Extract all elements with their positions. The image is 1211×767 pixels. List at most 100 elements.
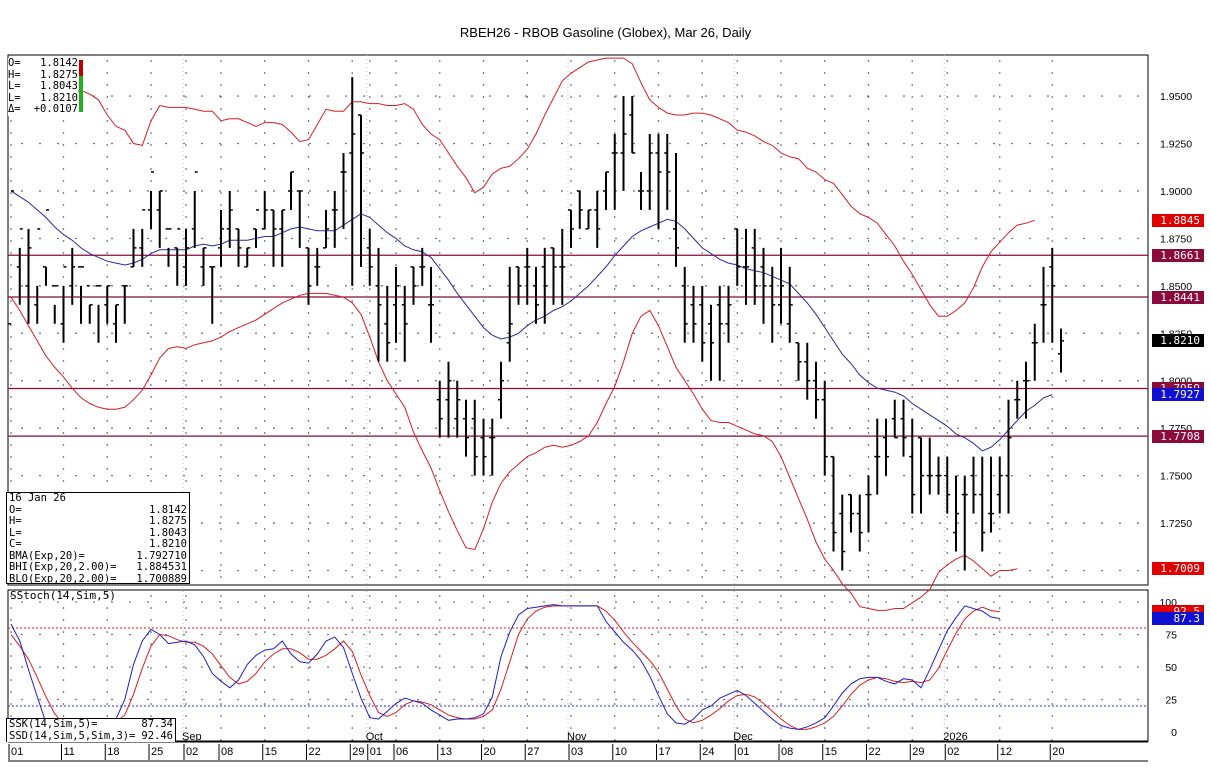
ohlc-bar bbox=[78, 266, 84, 324]
grid-dot bbox=[106, 60, 109, 62]
grid-dot bbox=[263, 468, 266, 470]
stoch-panel-frame bbox=[7, 589, 1149, 742]
grid-dot bbox=[579, 285, 581, 287]
grid-dot bbox=[263, 156, 266, 158]
grid-dot bbox=[777, 698, 779, 701]
grid-dot bbox=[911, 408, 914, 410]
grid-dot bbox=[570, 667, 572, 669]
grid-dot bbox=[780, 408, 782, 410]
grid-dot bbox=[867, 204, 870, 206]
grid-dot bbox=[998, 444, 1001, 446]
grid-dot bbox=[482, 691, 485, 693]
grid-dot bbox=[1101, 522, 1103, 524]
grid-dot bbox=[10, 396, 12, 398]
grid-dot bbox=[147, 427, 149, 429]
grid-dot bbox=[106, 168, 109, 170]
data-window-row-label: L= bbox=[9, 526, 22, 539]
grid-dot bbox=[10, 312, 12, 314]
grid-dot bbox=[570, 576, 572, 578]
grid-dot bbox=[543, 601, 545, 603]
ohlc-bar bbox=[865, 475, 872, 533]
grid-dot bbox=[183, 601, 185, 603]
grid-dot bbox=[998, 132, 1001, 134]
grid-dot bbox=[263, 300, 266, 302]
grid-dot bbox=[867, 142, 869, 145]
grid-dot bbox=[570, 432, 572, 434]
grid-dot bbox=[570, 631, 572, 633]
grid-dot bbox=[570, 348, 572, 350]
grid-dot bbox=[1051, 372, 1054, 374]
grid-dot bbox=[867, 144, 870, 146]
x-tick-label: 15 bbox=[825, 746, 837, 758]
grid-dot bbox=[526, 516, 529, 518]
grid-dot bbox=[417, 95, 419, 97]
ohlc-bar bbox=[909, 418, 916, 514]
grid-dot bbox=[368, 631, 371, 633]
grid-dot bbox=[1101, 379, 1103, 382]
grid-dot bbox=[867, 72, 870, 74]
grid-dot bbox=[1051, 444, 1054, 446]
grid-dot bbox=[867, 276, 870, 278]
ohlc-bar bbox=[410, 266, 417, 305]
grid-dot bbox=[911, 72, 914, 74]
grid-dot bbox=[201, 285, 203, 287]
grid-dot bbox=[780, 168, 782, 170]
grid-dot bbox=[368, 120, 371, 122]
grid-dot bbox=[831, 95, 833, 97]
grid-dot bbox=[613, 336, 616, 338]
grid-dot bbox=[185, 372, 187, 374]
grid-dot bbox=[736, 324, 739, 326]
ohlc-bar bbox=[979, 456, 986, 552]
grid-dot bbox=[75, 698, 77, 701]
grid-dot bbox=[150, 396, 152, 398]
grid-dot bbox=[399, 379, 401, 382]
x-tick-label: 08 bbox=[781, 746, 793, 758]
grid-dot bbox=[657, 276, 660, 278]
grid-dot bbox=[657, 120, 660, 122]
grid-dot bbox=[526, 667, 529, 669]
grid-dot bbox=[993, 569, 995, 572]
grid-dot bbox=[615, 285, 617, 287]
grid-dot bbox=[291, 379, 293, 382]
grid-dot bbox=[368, 96, 371, 98]
grid-dot bbox=[705, 601, 707, 603]
grid-dot bbox=[823, 300, 826, 302]
data-window-row: BLO(Exp,20,2.00)= 1.700889 bbox=[9, 573, 187, 586]
grid-dot bbox=[183, 190, 185, 192]
grid-dot bbox=[106, 667, 109, 669]
grid-dot bbox=[911, 156, 914, 158]
ohlc-bar bbox=[585, 209, 592, 230]
grid-dot bbox=[106, 432, 109, 434]
grid-dot bbox=[185, 192, 187, 194]
grid-dot bbox=[220, 192, 222, 194]
value-tag: 1.8845 bbox=[1152, 213, 1204, 227]
grid-dot bbox=[351, 324, 354, 326]
grid-dot bbox=[543, 522, 545, 524]
grid-dot bbox=[10, 444, 12, 446]
grid-dot bbox=[291, 95, 293, 97]
grid-dot bbox=[526, 727, 529, 729]
grid-dot bbox=[395, 216, 397, 218]
grid-dot bbox=[1029, 474, 1031, 477]
grid-dot bbox=[220, 564, 222, 566]
grid-dot bbox=[106, 324, 109, 326]
grid-dot bbox=[220, 595, 222, 597]
grid-dot bbox=[39, 427, 41, 429]
ohlc-bar bbox=[856, 494, 863, 552]
grid-dot bbox=[111, 698, 113, 701]
grid-dot bbox=[736, 84, 739, 86]
grid-dot bbox=[701, 192, 704, 194]
grid-dot bbox=[885, 142, 887, 145]
grid-dot bbox=[946, 655, 949, 657]
grid-dot bbox=[993, 427, 995, 429]
grid-dot bbox=[129, 237, 131, 240]
grid-dot bbox=[813, 633, 815, 636]
grid-dot bbox=[780, 60, 782, 62]
grid-dot bbox=[657, 727, 660, 729]
grid-dot bbox=[657, 108, 660, 110]
grid-dot bbox=[368, 667, 371, 669]
grid-dot bbox=[201, 474, 203, 477]
grid-dot bbox=[309, 95, 311, 97]
x-tick-label: 22 bbox=[869, 746, 881, 758]
grid-dot bbox=[62, 420, 65, 422]
